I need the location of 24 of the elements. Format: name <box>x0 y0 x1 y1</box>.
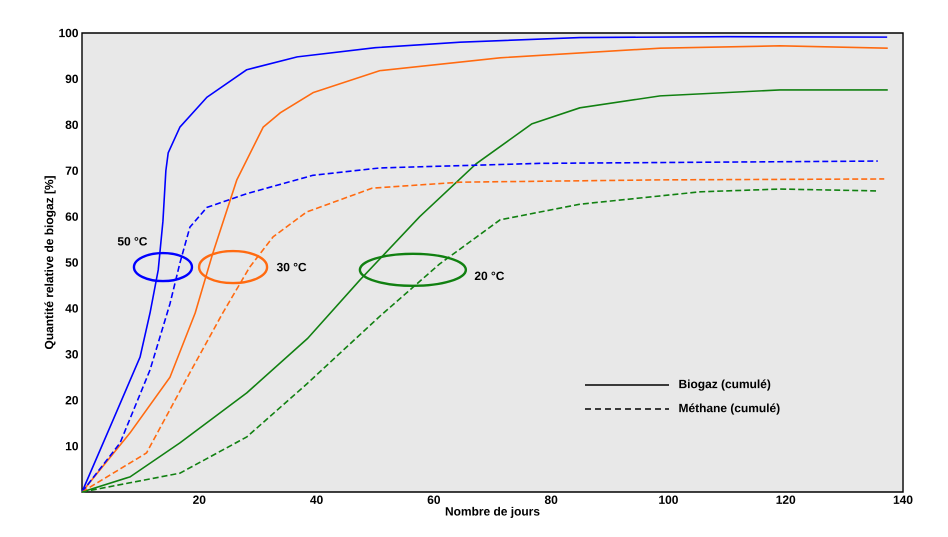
annotation: Biogaz (cumulé) <box>679 379 770 391</box>
y-tick-label: 60 <box>66 212 78 221</box>
y-tick-label: 100 <box>59 28 78 38</box>
annotation: 30 °C <box>276 262 306 272</box>
x-axis-title: Nombre de jours <box>446 506 540 518</box>
x-tick-label: 80 <box>544 496 558 504</box>
x-tick-label: 100 <box>659 496 678 504</box>
y-tick-label: 10 <box>66 442 78 450</box>
annotation: Méthane (cumulé) <box>679 403 780 415</box>
x-tick-label: 20 <box>193 496 206 504</box>
annotation: 50 °C <box>118 237 148 246</box>
y-tick-label: 70 <box>66 166 78 175</box>
y-axis-title: Quantité relative de biogaz [%] <box>44 176 56 350</box>
x-tick-label: 140 <box>894 496 912 504</box>
y-tick-label: 20 <box>66 396 78 404</box>
x-tick-label: 60 <box>428 496 440 504</box>
x-tick-label: 120 <box>776 496 796 504</box>
annotation: 20 °C <box>474 272 504 280</box>
y-tick-label: 50 <box>66 258 78 267</box>
y-tick-label: 80 <box>66 120 78 130</box>
y-tick-label: 90 <box>66 74 78 84</box>
y-tick-label: 30 <box>65 350 78 359</box>
y-tick-label: 40 <box>65 304 78 313</box>
x-tick-label: 40 <box>310 496 323 504</box>
